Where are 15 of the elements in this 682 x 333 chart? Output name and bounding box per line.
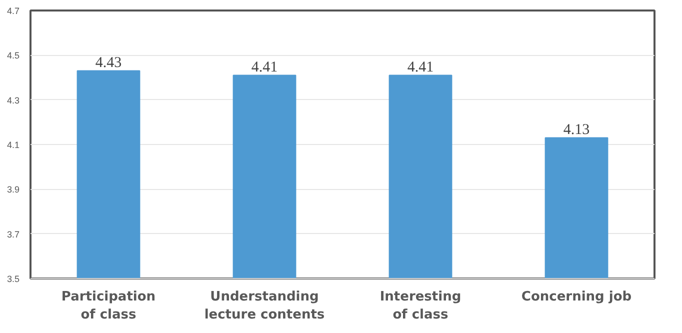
y-tick-label: 4.1 bbox=[6, 140, 20, 150]
data-label: 4.43 bbox=[95, 54, 122, 71]
y-tick-label: 4.3 bbox=[6, 95, 20, 106]
x-tick-label: Participation of class bbox=[61, 290, 156, 322]
y-tick-label: 4.5 bbox=[6, 50, 20, 61]
x-tick-label: Concerning job bbox=[521, 290, 632, 304]
data-label: 4.13 bbox=[563, 122, 590, 138]
x-tick-label: Interesting of class bbox=[380, 290, 462, 322]
y-tick-label: 4.7 bbox=[6, 6, 20, 16]
y-tick-label: 3.5 bbox=[6, 274, 20, 284]
data-label: 4.41 bbox=[251, 59, 278, 76]
data-label: 4.41 bbox=[407, 59, 434, 76]
y-tick-label: 3.7 bbox=[6, 229, 20, 240]
y-tick-label: 3.9 bbox=[6, 184, 20, 195]
x-tick-label: Understanding lecture contents bbox=[204, 290, 325, 322]
